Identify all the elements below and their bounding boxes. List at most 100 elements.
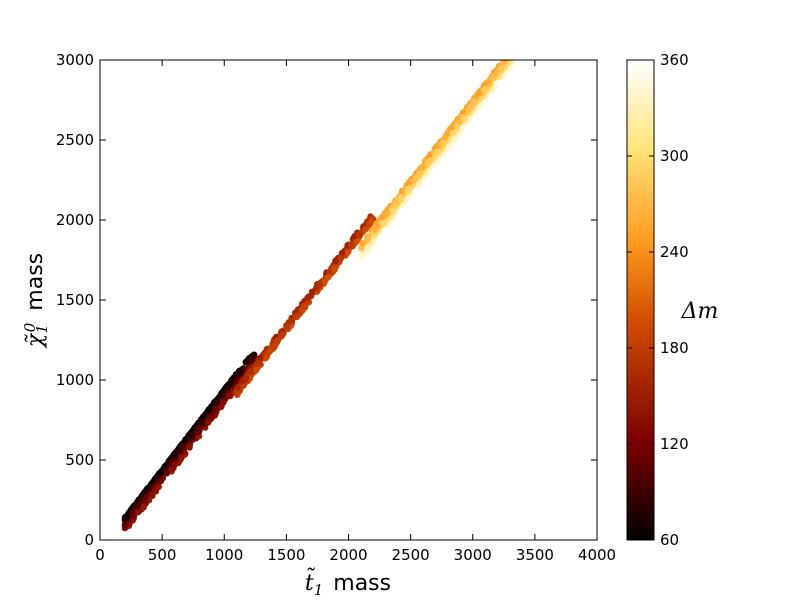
scatter-point <box>442 134 449 141</box>
scatter-point <box>155 483 162 490</box>
scatter-point <box>431 161 438 169</box>
scatter-point <box>513 47 519 53</box>
scatter-point <box>225 392 232 399</box>
scatter-point <box>135 503 142 510</box>
y-label-subscript: 1 <box>33 324 51 334</box>
scatter-point <box>485 78 492 85</box>
scatter-point <box>513 47 519 53</box>
scatter-point <box>156 478 163 485</box>
x-tick-label: 1500 <box>267 546 305 564</box>
scatter-point <box>204 407 211 415</box>
scatter-point <box>243 374 250 382</box>
x-tick-label: 4000 <box>578 546 616 564</box>
scatter-point <box>142 496 149 503</box>
colorbar-tick-label: 60 <box>660 531 679 549</box>
x-axis-label: t̃1 mass <box>305 566 391 599</box>
scatter-point <box>171 461 178 468</box>
scatter-point <box>338 250 346 257</box>
scatter-point <box>519 37 525 43</box>
scatter-point <box>441 138 448 146</box>
scatter-point <box>515 44 521 50</box>
scatter-point <box>475 90 482 97</box>
scatter-point <box>255 360 262 367</box>
scatter-point <box>304 294 311 302</box>
x-label-subscript: 1 <box>314 581 324 599</box>
scatter-point <box>156 469 164 476</box>
y-tick-label: 1500 <box>56 291 94 309</box>
scatter-point <box>515 46 521 52</box>
scatter-point <box>196 426 203 433</box>
scatter-point <box>227 380 235 387</box>
scatter-point <box>518 47 524 53</box>
scatter-point <box>248 357 255 364</box>
scatter-point <box>188 431 196 439</box>
scatter-point <box>506 60 513 63</box>
y-axis-label: χ̃10 mass <box>21 253 51 349</box>
scatter-point <box>355 230 362 238</box>
scatter-point <box>253 366 260 373</box>
x-label-word: mass <box>333 571 391 596</box>
scatter-point <box>389 207 396 214</box>
scatter-point <box>274 337 281 344</box>
colorbar <box>626 59 655 541</box>
colorbar-tick-label: 360 <box>660 51 689 69</box>
scatter-point <box>453 123 461 130</box>
scatter-point <box>517 39 523 45</box>
x-tick-label: 0 <box>95 546 105 564</box>
colorbar-ticks: 60 120 180 240 300 360 <box>627 51 689 549</box>
scatter-point <box>378 215 385 222</box>
scatter-point <box>382 210 390 217</box>
scatter-point <box>236 368 243 376</box>
scatter-point <box>134 509 142 516</box>
scatter-point <box>516 45 522 51</box>
scatter-point <box>123 514 130 521</box>
scatter-point <box>518 44 524 50</box>
scatter-point <box>234 384 241 392</box>
scatter-point <box>419 163 426 170</box>
scatter-point <box>301 302 309 309</box>
colorbar-label: Δm <box>681 299 719 324</box>
scatter-point <box>249 352 257 359</box>
scatter-point <box>364 237 371 244</box>
colorbar-tick-label: 240 <box>660 243 689 261</box>
scatter-point <box>321 279 328 286</box>
scatter-point <box>331 265 339 272</box>
scatter-point <box>343 250 351 257</box>
scatter-point <box>292 313 300 320</box>
scatter-point <box>514 40 520 46</box>
scatter-point <box>288 317 295 324</box>
x-label-symbol: t̃ <box>305 566 316 596</box>
colorbar-tick-label: 300 <box>660 147 689 165</box>
scatter-point <box>371 225 378 233</box>
scatter-point <box>168 466 175 473</box>
y-tick-label: 2000 <box>56 211 94 229</box>
scatter-point <box>278 331 285 339</box>
scatter-point <box>444 143 452 151</box>
y-tick-label: 0 <box>84 531 94 549</box>
scatter-point <box>186 443 193 450</box>
scatter-point <box>404 186 412 194</box>
scatter-point <box>380 219 387 227</box>
scatter-point <box>471 98 478 106</box>
scatter-point <box>461 114 468 122</box>
scatter-point <box>332 258 339 265</box>
y-label-symbol: χ̃ <box>23 332 48 349</box>
scatter-point <box>460 124 467 131</box>
scatter-point <box>426 157 433 165</box>
scatter-point <box>214 399 221 406</box>
x-tick-label: 500 <box>148 546 177 564</box>
scatter-point <box>405 180 412 187</box>
scatter-point <box>205 419 212 426</box>
scatter-point <box>358 245 365 252</box>
scatter-point <box>121 521 129 529</box>
x-axis: 0 500 1000 1500 2000 2500 3000 3500 4000 <box>95 60 616 564</box>
scatter-point <box>212 406 219 413</box>
scatter-point <box>508 47 514 53</box>
scatter-point <box>262 355 269 362</box>
y-axis: 0 500 1000 1500 2000 2500 3000 <box>56 51 597 549</box>
y-tick-label: 2500 <box>56 131 94 149</box>
scatter-point <box>398 195 405 202</box>
scatter-point <box>360 252 367 259</box>
scatter-point <box>514 40 520 46</box>
scatter-point <box>505 52 511 58</box>
